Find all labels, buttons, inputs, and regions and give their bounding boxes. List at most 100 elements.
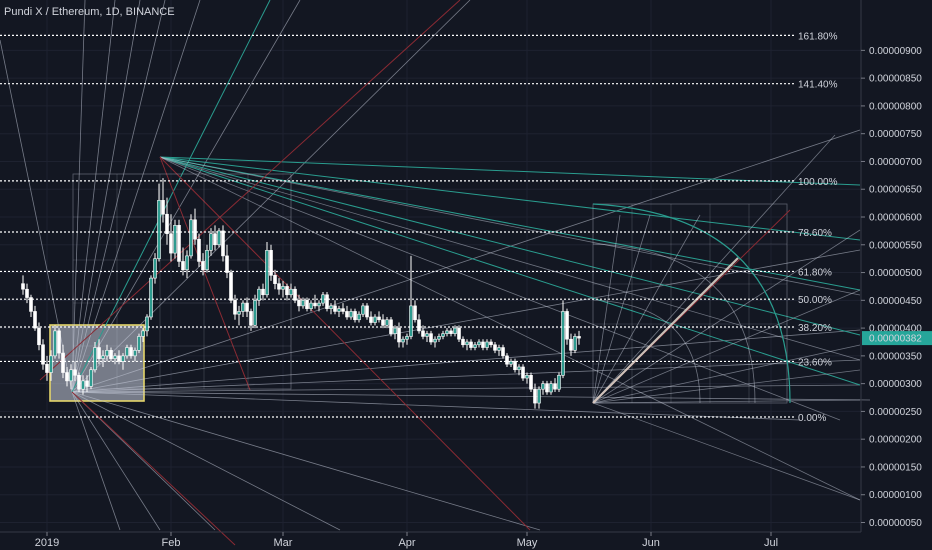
fib-level-label: 141.40% xyxy=(798,80,838,91)
candle xyxy=(377,311,381,323)
candle xyxy=(501,344,505,359)
candle-body xyxy=(385,319,389,326)
candle-series xyxy=(21,178,581,409)
gann-box[interactable] xyxy=(72,173,292,390)
x-tick-label: Jun xyxy=(642,537,660,549)
fib-retracement[interactable]: 161.80% 141.40% 100.00% 78.60% 61.80% 50.00% 3… xyxy=(0,31,838,424)
candle-body xyxy=(461,338,465,346)
candle xyxy=(89,366,93,390)
fan-line xyxy=(71,0,141,393)
candle-body xyxy=(481,341,485,348)
candle xyxy=(165,197,169,245)
candle-body xyxy=(317,302,321,307)
candle xyxy=(177,219,181,267)
candle-body xyxy=(465,341,469,346)
candle-body xyxy=(137,336,141,351)
candle xyxy=(425,330,429,342)
candle-body xyxy=(141,330,145,337)
candle xyxy=(341,303,345,315)
time-axis[interactable]: 2019 Feb Mar Apr May Jun Jul xyxy=(35,532,778,549)
gann-box[interactable] xyxy=(592,203,788,404)
fan-line-teal xyxy=(159,156,861,186)
candle xyxy=(293,286,297,304)
candle xyxy=(325,291,329,312)
candle xyxy=(281,280,285,298)
candle-body xyxy=(65,372,69,382)
candle xyxy=(221,225,225,262)
candle-body xyxy=(121,355,125,362)
candle-body xyxy=(445,330,449,334)
candle xyxy=(469,339,473,351)
candle xyxy=(213,225,217,251)
candle xyxy=(381,314,385,329)
candle xyxy=(537,386,541,409)
fan-line xyxy=(592,289,861,404)
candle xyxy=(33,305,37,331)
fan-line xyxy=(71,391,121,531)
candle xyxy=(37,322,41,351)
candle-body xyxy=(453,327,457,334)
candle xyxy=(497,344,501,356)
y-tick-label: 0.00000250 xyxy=(869,407,922,418)
candle xyxy=(153,253,157,284)
candle xyxy=(421,325,425,340)
candle xyxy=(117,350,121,365)
fan-line-red xyxy=(71,391,236,546)
candle xyxy=(297,294,301,312)
candle xyxy=(413,300,417,323)
candle-body xyxy=(549,383,553,393)
fan-line-red xyxy=(159,156,531,531)
fan-line-red xyxy=(39,0,461,381)
candle xyxy=(173,219,177,259)
candle-body xyxy=(405,336,409,340)
candle-body xyxy=(41,344,45,365)
candle-body xyxy=(97,347,101,359)
candle xyxy=(49,350,53,381)
candle xyxy=(429,330,433,345)
candle xyxy=(233,294,237,320)
candle-body xyxy=(113,355,117,359)
candle xyxy=(65,366,69,387)
candle xyxy=(553,378,557,392)
candle xyxy=(189,214,193,259)
candle-body xyxy=(305,300,309,309)
candle xyxy=(285,283,289,301)
candle xyxy=(329,303,333,315)
fan-line xyxy=(71,0,166,393)
candle xyxy=(129,344,133,359)
candle xyxy=(301,297,305,309)
candle xyxy=(489,339,493,348)
candle xyxy=(137,333,141,354)
candle-body xyxy=(45,363,49,373)
fan-line xyxy=(592,402,861,501)
y-tick-label: 0.00000300 xyxy=(869,379,922,390)
candle xyxy=(69,364,73,390)
candle xyxy=(29,294,33,317)
candle-body xyxy=(105,350,109,357)
candle-body xyxy=(133,350,137,357)
candle xyxy=(97,339,101,365)
candle xyxy=(505,353,509,367)
price-axis[interactable]: 0.00000900 0.00000850 0.00000800 0.00000750… xyxy=(861,46,932,529)
gann-arc xyxy=(592,203,791,404)
candle-body xyxy=(225,255,229,273)
candle-body xyxy=(313,302,317,307)
candle-body xyxy=(541,383,545,390)
candle xyxy=(269,244,273,281)
candle xyxy=(57,328,61,359)
fan-line xyxy=(592,214,651,404)
candle xyxy=(217,228,221,248)
candle-body xyxy=(257,288,261,301)
candle xyxy=(577,330,581,345)
candle xyxy=(261,283,265,301)
candle-body xyxy=(501,347,505,357)
gann-arc xyxy=(592,243,756,404)
candle xyxy=(181,247,185,276)
y-tick-label: 0.00000150 xyxy=(869,462,922,473)
candle-body xyxy=(165,213,169,234)
candle-body xyxy=(201,261,205,271)
candle-body xyxy=(341,308,345,312)
candle-body xyxy=(517,366,521,371)
candle xyxy=(53,325,57,359)
